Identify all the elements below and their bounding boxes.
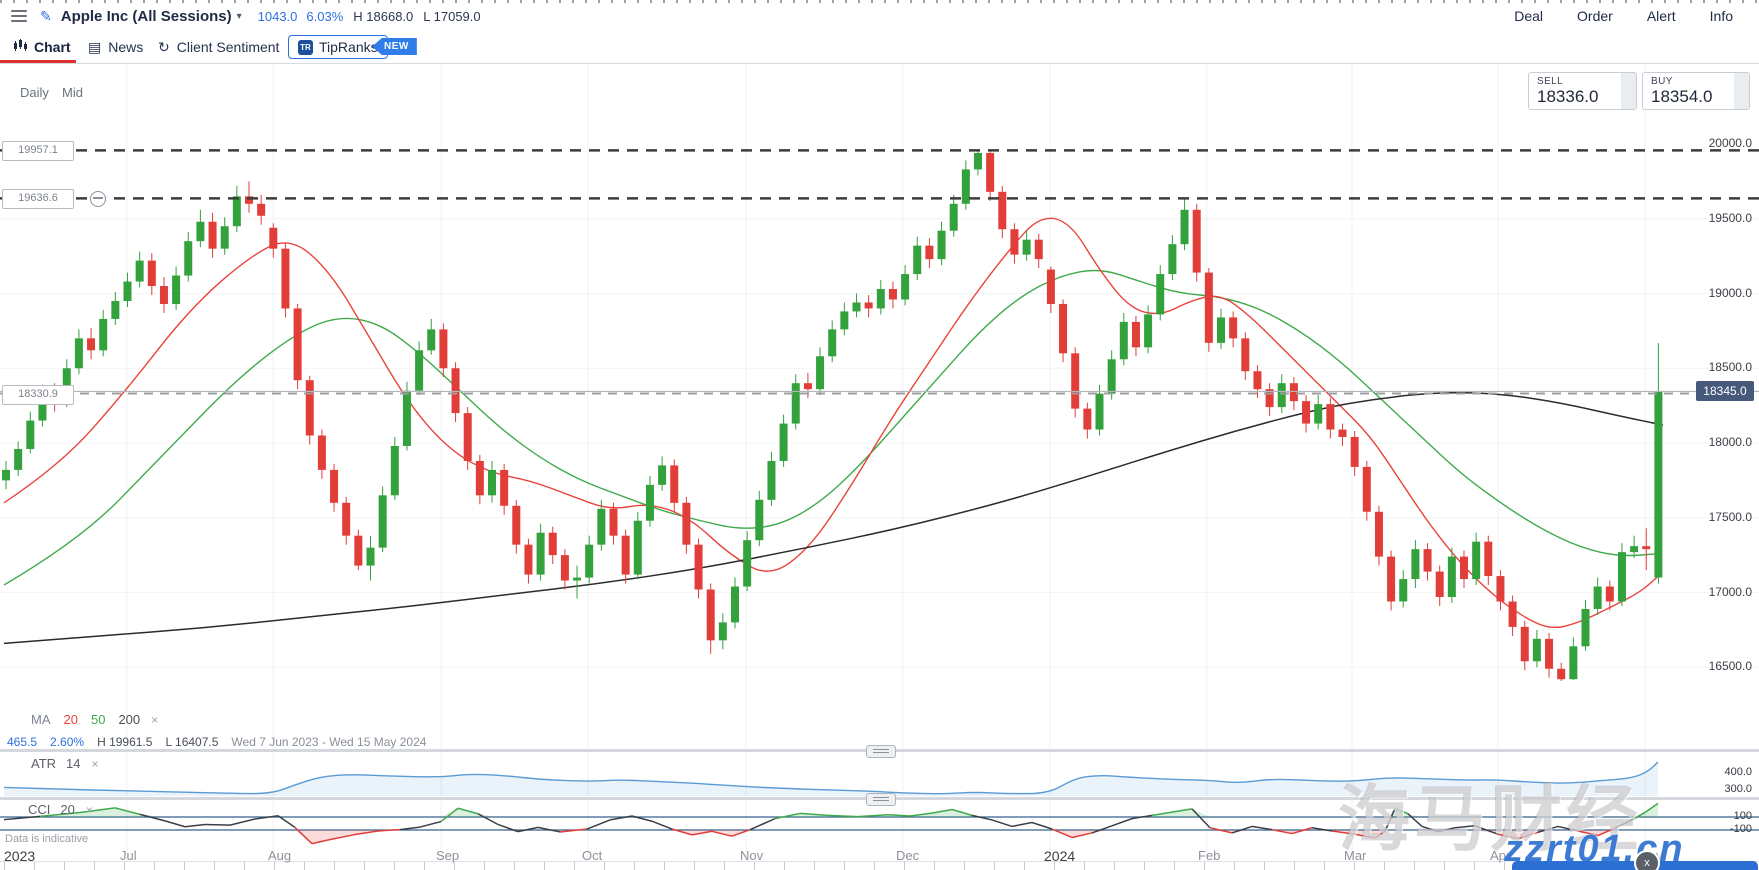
price-level-label[interactable]: 19957.1 [2,141,74,162]
tab-news[interactable]: ▤ News [88,32,143,62]
atr-percent[interactable]: 2.60% [50,735,85,749]
top-bar: ✎ Apple Inc (All Sessions) ▾ 1043.0 6.03… [0,0,1759,33]
buy-button[interactable]: BUY 18354.0 [1642,72,1750,110]
y-axis-label: 18000.0 [1708,435,1752,449]
tipranks-icon: TR [298,39,313,55]
tab-bar: Chart ▤ News ↻ Client Sentiment TR TipRa… [0,32,1759,64]
top-menu-info[interactable]: Info [1709,8,1733,24]
cci-legend: CCI 20 × [28,802,93,817]
atr-legend-name: ATR [31,756,57,771]
month-label: Oct [582,848,603,863]
sell-button-strip [1621,73,1636,109]
atr-legend: ATR 14 × [31,756,99,771]
ma-legend: MA 20 50 200 × [31,712,158,727]
x-axis-ticks [4,862,1759,870]
y-axis-label: 16500.0 [1708,659,1752,674]
news-icon: ▤ [88,38,102,55]
atr-axis-label: 300.0 [1724,783,1752,795]
buy-price: 18354.0 [1651,87,1713,106]
y-axis-label: 19000.0 [1708,285,1752,300]
top-menu-order[interactable]: Order [1577,8,1613,24]
cci-period: 20 [60,802,75,817]
x-axis-line [0,861,1759,862]
y-axis-label: 18500.0 [1708,360,1752,375]
month-label: Mar [1344,848,1367,863]
atr-close-icon[interactable]: × [91,756,99,771]
new-badge: NEW [372,38,417,55]
y-axis-label: 20000.0 [1708,136,1752,150]
day-high: H 18668.0 [353,8,414,24]
level-remove-icon[interactable] [90,191,106,208]
tab-tipranks-label: TipRanks [319,39,378,55]
period-low: L 16407.5 [165,735,219,749]
atr-value[interactable]: 465.5 [7,735,38,749]
atr-period: 14 [66,756,81,771]
month-label: Dec [896,848,920,863]
candles-group [2,149,1663,682]
atr-axis-label: 400.0 [1724,766,1752,778]
month-label: 2024 [1044,848,1076,864]
price-change: 1043.0 [257,8,298,24]
month-label: Feb [1198,848,1221,863]
price-change-pct: 6.03% [306,8,344,24]
active-tab-underline [0,60,76,63]
atr-resize-handle[interactable] [866,745,896,758]
price-mode-selector[interactable]: Mid [62,85,83,100]
chevron-down-icon[interactable]: ▾ [236,10,242,22]
month-label: Apr [1490,848,1511,863]
month-label: Jul [120,848,137,863]
ma50-label: 50 [90,712,106,727]
sell-label: SELL [1537,76,1564,87]
month-label: Nov [740,848,764,863]
top-menu: Deal Order Alert Info [1514,8,1733,24]
date-range: Wed 7 Jun 2023 - Wed 15 May 2024 [231,735,427,749]
y-axis-label: 17000.0 [1708,584,1752,599]
edit-pencil-icon[interactable]: ✎ [40,7,52,24]
top-menu-deal[interactable]: Deal [1514,8,1544,24]
buy-label: BUY [1651,76,1673,87]
sell-price: 18336.0 [1537,87,1599,106]
refresh-icon: ↻ [158,38,170,55]
data-indicative-note: Data is indicative [5,833,89,845]
cci-resize-handle[interactable] [866,793,896,806]
watermark-cn-text: 海马财经 [1338,780,1643,860]
chart-icon [13,39,27,55]
ma-close-icon[interactable]: × [151,712,159,727]
ma200-label: 200 [118,712,141,727]
tab-client-sentiment-label: Client Sentiment [176,39,280,55]
period-high: H 19961.5 [97,735,153,749]
tab-client-sentiment[interactable]: ↻ Client Sentiment [158,32,279,62]
ma-legend-name: MA [31,712,51,727]
price-level-label[interactable]: 18330.9 [2,384,74,405]
month-label: Aug [268,848,292,863]
indicator-stats-row: 465.5 2.60% H 19961.5 L 16407.5 Wed 7 Ju… [7,735,426,749]
top-tick-ruler [0,0,1759,3]
y-axis-label: 19500.0 [1708,210,1752,225]
cci-axis-label: 100 [1733,810,1752,822]
buy-button-strip [1734,73,1749,109]
month-label: 2023 [4,848,36,864]
tab-news-label: News [108,39,144,55]
symbol-title[interactable]: Apple Inc (All Sessions) [60,7,232,25]
ma20-label: 20 [63,712,78,727]
tab-chart-label: Chart [34,39,71,55]
tab-chart[interactable]: Chart [13,32,71,62]
month-label: Sep [436,848,460,863]
cci-legend-name: CCI [28,802,51,817]
sell-button[interactable]: SELL 18336.0 [1528,72,1637,110]
interval-selector[interactable]: Daily [20,85,49,100]
menu-icon[interactable] [11,10,27,22]
cci-axis-label: -100 [1729,823,1752,835]
price-level-label[interactable]: 19636.6 [2,189,74,210]
y-axis-label: 17500.0 [1708,509,1752,524]
top-menu-alert[interactable]: Alert [1646,8,1676,24]
current-price-badge: 18345.0 [1696,381,1754,402]
tab-tipranks[interactable]: TR TipRanks [288,35,388,59]
cci-close-icon[interactable]: × [85,802,93,817]
day-low: L 17059.0 [423,8,481,24]
watermark-close-icon[interactable]: x [1634,850,1660,870]
